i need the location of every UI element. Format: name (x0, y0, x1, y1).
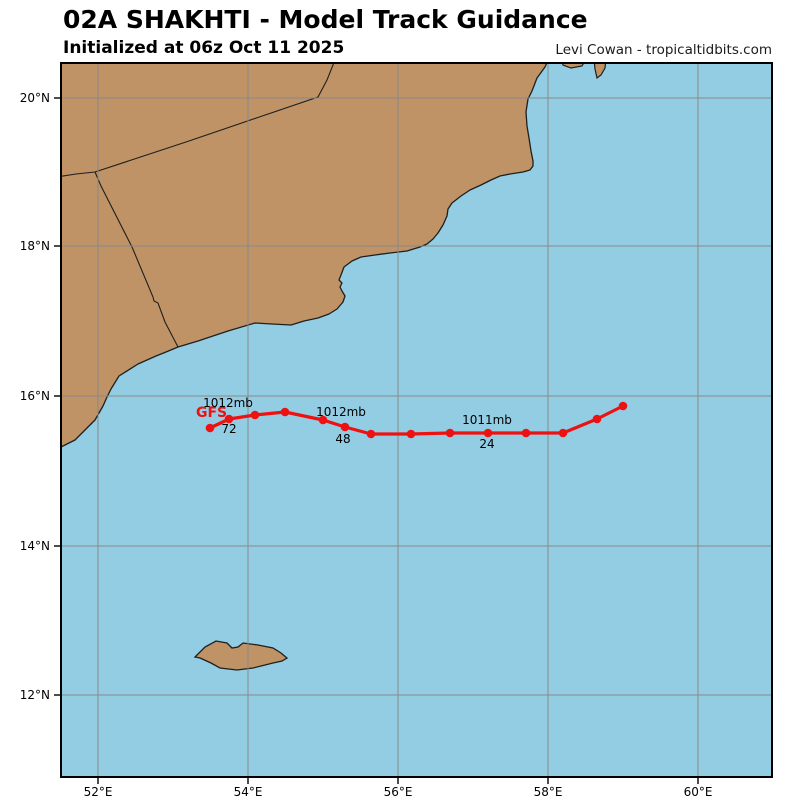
model-label-gfs: GFS (196, 405, 227, 421)
track-point-h30 (445, 428, 455, 438)
track-point-h60 (280, 407, 290, 417)
chart-title: 02A SHAKHTI - Model Track Guidance (63, 5, 588, 34)
track-annotation: 48 (335, 432, 350, 446)
track-annotation: 1011mb (462, 413, 512, 427)
track-annotation: 72 (221, 422, 236, 436)
y-tick-label: 18°N (20, 239, 50, 253)
y-tick-label: 20°N (20, 91, 50, 105)
island-socotra (193, 640, 289, 671)
credit-text: Levi Cowan - tropicaltidbits.com (555, 42, 772, 58)
y-tick-label: 12°N (20, 688, 50, 702)
x-tick-label: 56°E (384, 785, 413, 799)
track-point-h18 (521, 428, 531, 438)
track-annotation: 1012mb (316, 405, 366, 419)
track-line-gfs (208, 404, 625, 436)
track-point-h66 (250, 410, 260, 420)
x-tick-label: 52°E (84, 785, 113, 799)
track-point-h36 (406, 429, 416, 439)
track-point-h42 (366, 429, 376, 439)
track-point-h48 (340, 422, 350, 432)
model-track-gfs (205, 401, 628, 439)
track-point-h6 (592, 414, 602, 424)
geography-layer (61, 63, 607, 671)
country-border-yemen-oman (94, 171, 179, 348)
country-border-saudi-yemen (61, 171, 96, 177)
track-point-h0 (618, 401, 628, 411)
land-arabian-peninsula (61, 63, 548, 448)
track-annotation: 24 (479, 437, 494, 451)
y-tick-label: 16°N (20, 389, 50, 403)
y-tick-label: 14°N (20, 539, 50, 553)
track-point-h54 (318, 415, 328, 425)
chart-subtitle: Initialized at 06z Oct 11 2025 (63, 38, 345, 58)
track-point-h12 (558, 428, 568, 438)
x-tick-label: 54°E (234, 785, 263, 799)
plot-border (60, 62, 773, 778)
island-offshore (593, 63, 607, 80)
track-point-h72 (224, 414, 234, 424)
x-tick-label: 60°E (684, 785, 713, 799)
country-border-saudi-oman (94, 63, 335, 173)
track-point-h78 (205, 423, 215, 433)
track-point-h24 (483, 428, 493, 438)
x-tick-label: 58°E (534, 785, 563, 799)
track-annotation: 1012mb (203, 396, 253, 410)
